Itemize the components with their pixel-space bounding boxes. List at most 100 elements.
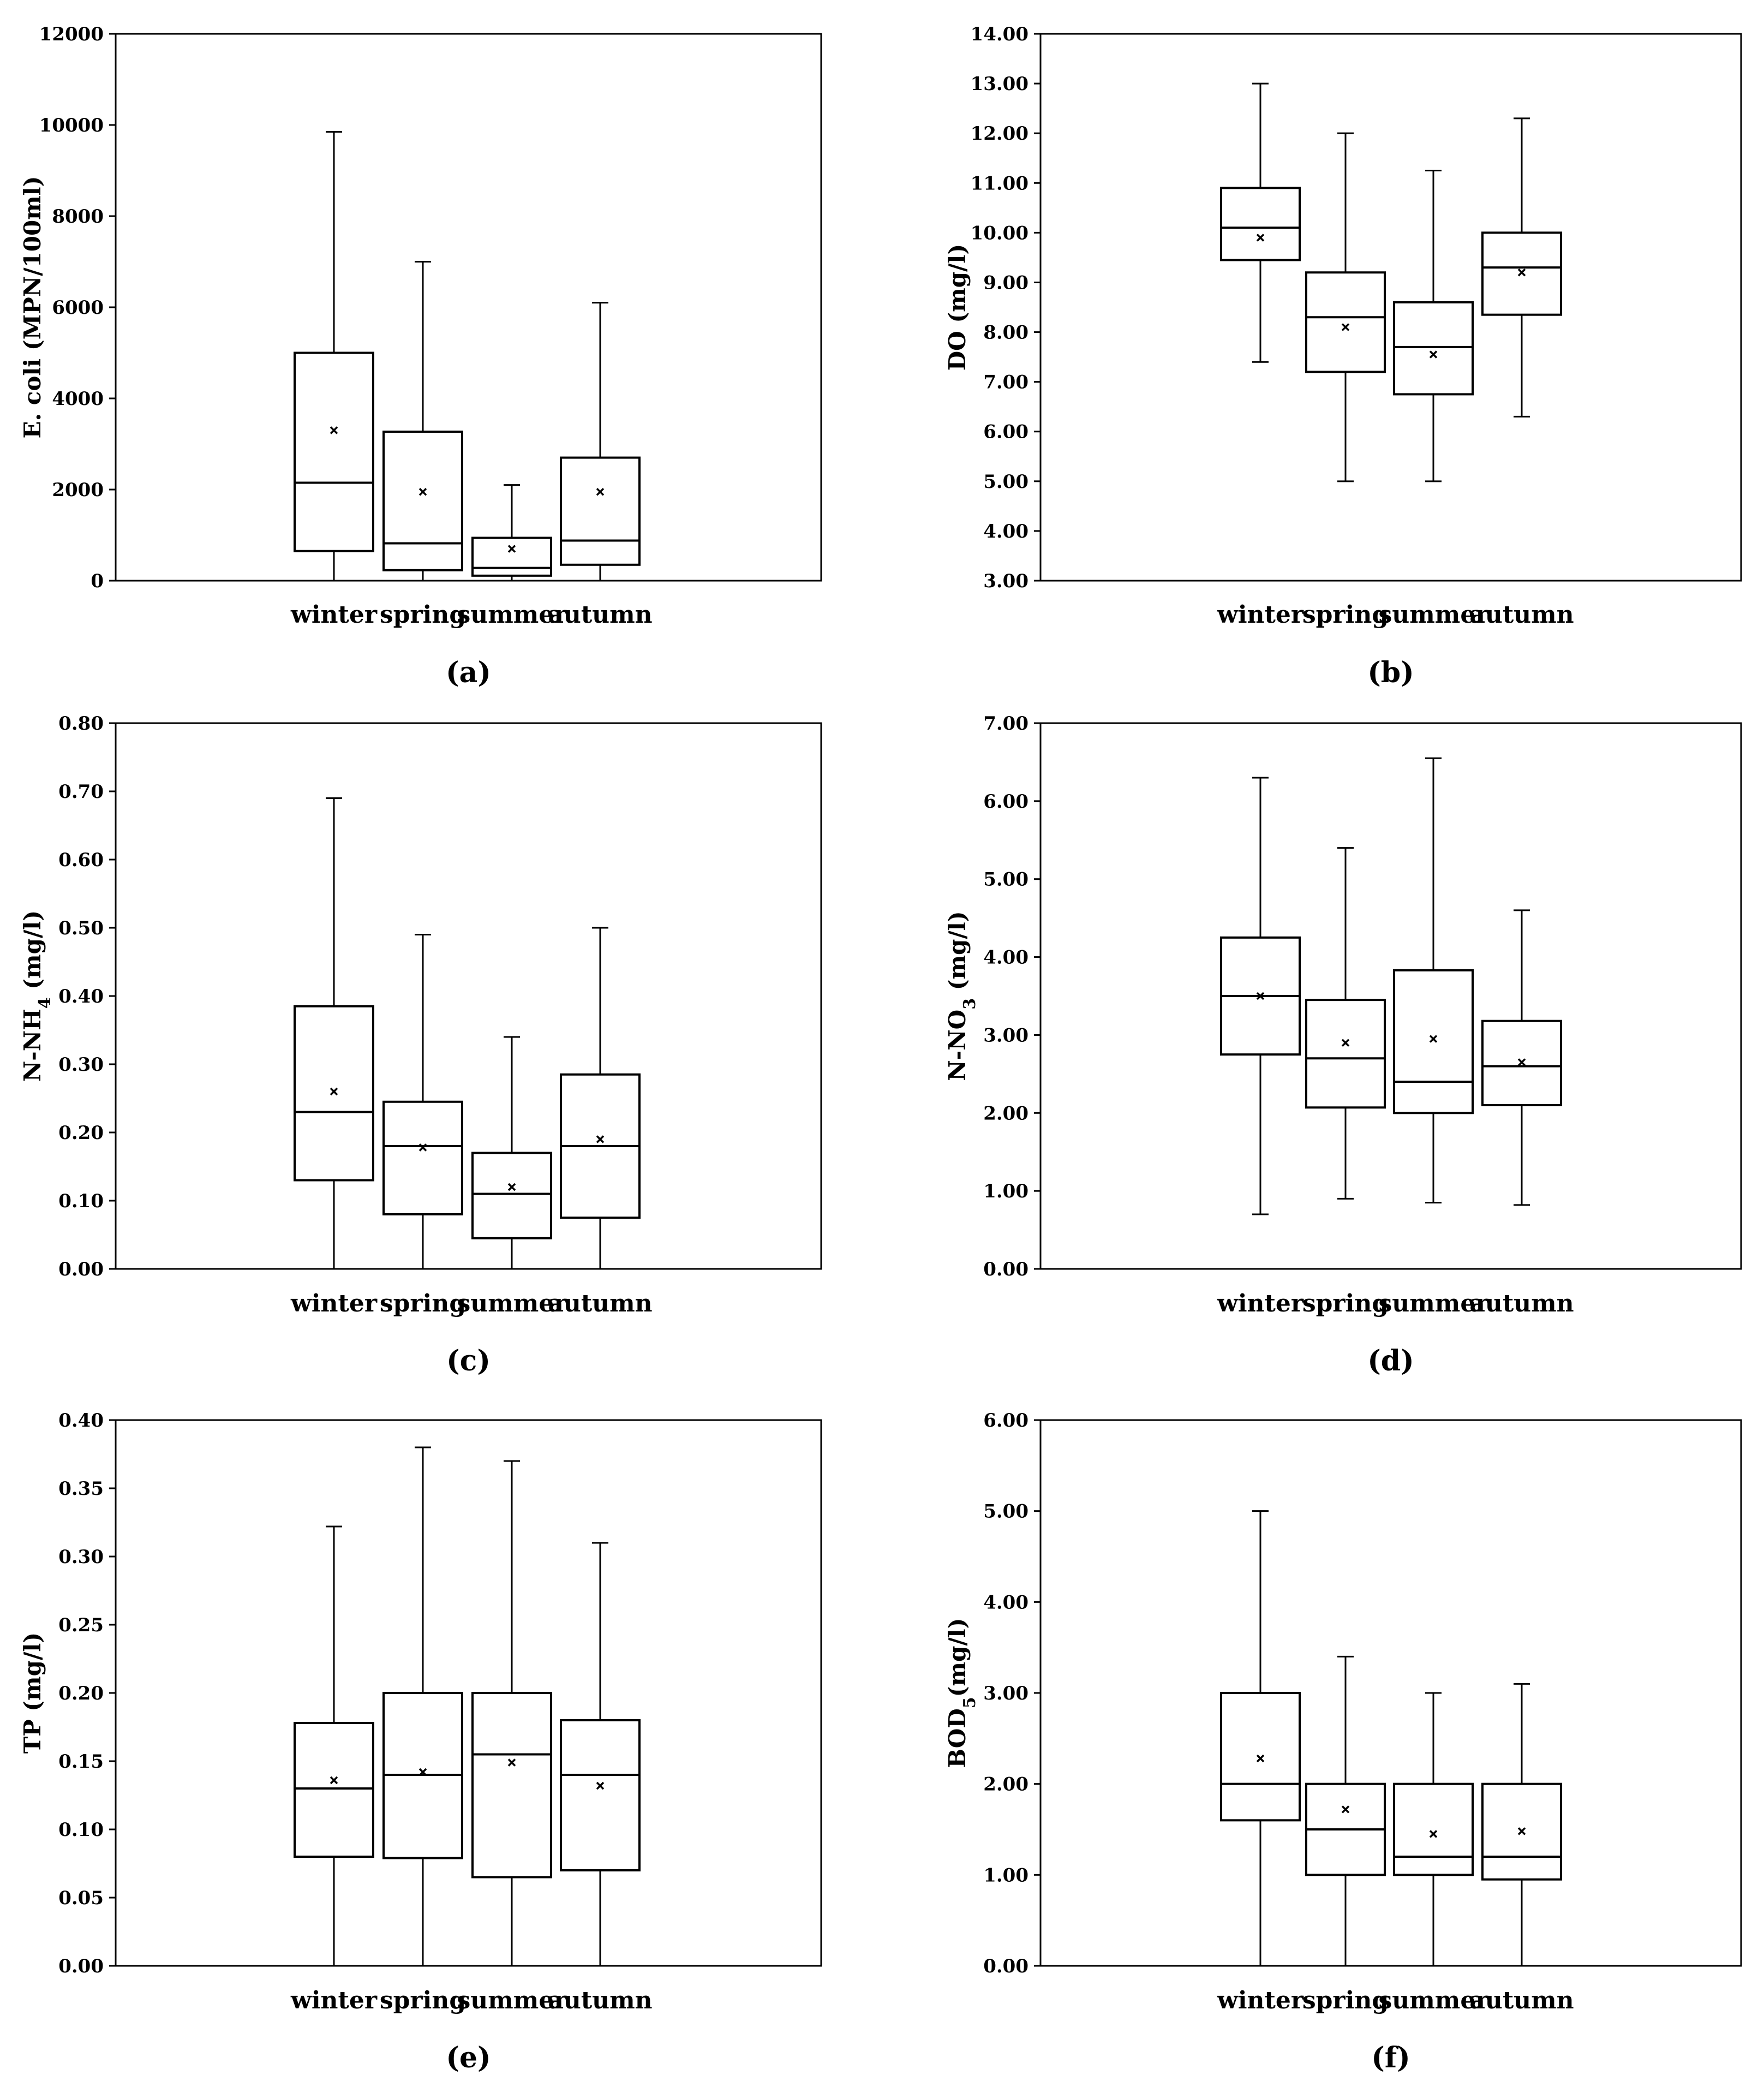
box-iqr <box>560 1719 641 1871</box>
chart-panel-4: 0.00 1.00 2.00 3.00 4.00 5.00 6.00 7.00 N-NO3 (m… <box>944 713 1742 1378</box>
box-iqr <box>1220 1692 1301 1822</box>
box-winter <box>1220 777 1301 1215</box>
y-tick-label: 7.00 <box>983 372 1028 393</box>
category-label-summer: summer <box>457 601 567 629</box>
category-label-spring: spring <box>380 601 466 629</box>
box-autumn <box>560 302 641 582</box>
plot-frame <box>115 33 822 582</box>
y-axis-title: DO (mg/l) <box>944 244 971 371</box>
mean-marker <box>507 1183 516 1191</box>
y-tick-label: 14.00 <box>971 23 1028 45</box>
mean-marker <box>507 545 516 553</box>
y-tick-label: 0.20 <box>58 1683 104 1704</box>
box-summer <box>471 1036 552 1270</box>
y-tick-label: 8.00 <box>983 322 1028 344</box>
y-axis-title: TP (mg/l) <box>19 1632 46 1754</box>
box-summer <box>1393 757 1474 1204</box>
y-tick-label: 5.00 <box>983 471 1028 493</box>
y-axis-title: BOD5(mg/l) <box>944 1618 979 1768</box>
box-summer <box>1393 170 1474 482</box>
plot-frame <box>1039 722 1742 1270</box>
y-axis-title: N-NH4 (mg/l) <box>19 910 55 1082</box>
y-tick-label: 5.00 <box>983 869 1028 891</box>
category-label-autumn: autumn <box>548 1987 652 2014</box>
mean-marker <box>330 1087 338 1096</box>
y-tick-label: 10000 <box>39 115 104 136</box>
category-label-winter: winter <box>1217 601 1304 629</box>
box-spring <box>1305 132 1386 482</box>
panel-label: (b) <box>1367 656 1414 689</box>
y-tick-label: 6.00 <box>983 791 1028 813</box>
mean-marker <box>418 1143 427 1152</box>
y-tick-label: 0.70 <box>58 781 104 803</box>
y-tick-label: 0.20 <box>58 1122 104 1144</box>
box-iqr <box>382 1100 463 1215</box>
mean-marker <box>330 426 338 434</box>
panel-label: (f) <box>1371 2041 1410 2074</box>
mean-marker <box>1256 234 1265 242</box>
y-tick-label: 0.05 <box>58 1887 104 1909</box>
box-spring <box>382 1446 463 1967</box>
mean-marker <box>1429 350 1438 359</box>
category-label-autumn: autumn <box>548 1290 652 1317</box>
box-spring <box>1305 1655 1386 1967</box>
plot-frame <box>115 722 822 1270</box>
panel-label: (c) <box>446 1344 491 1378</box>
box-iqr <box>294 1722 374 1858</box>
category-label-winter: winter <box>1217 1987 1304 2014</box>
category-label-spring: spring <box>1302 601 1389 629</box>
mean-marker <box>596 487 605 496</box>
y-tick-label: 0.00 <box>983 1259 1028 1280</box>
box-iqr <box>1393 1782 1474 1876</box>
box-autumn <box>1481 117 1562 418</box>
mean-marker <box>1256 992 1265 1000</box>
y-tick-label: 10.00 <box>971 222 1028 244</box>
box-winter <box>1220 82 1301 363</box>
box-summer <box>1393 1692 1474 1967</box>
panel-label: (d) <box>1367 1344 1414 1378</box>
box-spring <box>382 934 463 1270</box>
mean-marker <box>1429 1035 1438 1043</box>
box-iqr <box>294 351 374 552</box>
category-label-spring: spring <box>1302 1987 1389 2014</box>
y-tick-label: 0.10 <box>58 1819 104 1841</box>
chart-panel-5: 0.00 0.05 0.10 0.15 0.20 0.25 0.30 0.35 0.40 TP (… <box>19 1410 822 2074</box>
y-tick-label: 0.80 <box>58 713 104 735</box>
category-label-summer: summer <box>1378 1987 1488 2014</box>
y-tick-label: 8000 <box>52 206 104 228</box>
box-spring <box>1305 847 1386 1200</box>
category-label-winter: winter <box>290 1290 378 1317</box>
box-winter <box>294 797 374 1270</box>
plot-frame <box>115 1419 822 1967</box>
plot-frame <box>1039 1419 1742 1967</box>
box-winter <box>1220 1510 1301 1967</box>
y-tick-label: 2000 <box>52 479 104 501</box>
chart-panel-6: 0.00 1.00 2.00 3.00 4.00 5.00 6.00 BOD5(mg/l) wi… <box>944 1410 1742 2074</box>
y-tick-label: 0.00 <box>983 1955 1028 1977</box>
y-tick-label: 11.00 <box>971 172 1028 194</box>
category-label-summer: summer <box>457 1987 567 2014</box>
mean-marker <box>1341 1039 1350 1047</box>
y-tick-label: 1.00 <box>983 1864 1028 1886</box>
category-label-winter: winter <box>1217 1290 1304 1317</box>
category-label-summer: summer <box>1378 601 1488 629</box>
y-tick-label: 12.00 <box>971 123 1028 145</box>
category-label-spring: spring <box>380 1987 466 2014</box>
category-label-winter: winter <box>290 1987 378 2014</box>
box-autumn <box>1481 909 1562 1206</box>
box-winter <box>294 131 374 582</box>
y-tick-label: 1.00 <box>983 1180 1028 1202</box>
category-label-autumn: autumn <box>1469 601 1574 629</box>
box-iqr <box>382 430 463 571</box>
y-tick-label: 0.30 <box>58 1054 104 1076</box>
y-tick-label: 4000 <box>52 388 104 410</box>
y-tick-label: 0.15 <box>58 1751 104 1773</box>
mean-marker <box>596 1781 605 1790</box>
y-tick-label: 3.00 <box>983 1024 1028 1046</box>
category-label-autumn: autumn <box>548 601 652 629</box>
mean-marker <box>1341 323 1350 331</box>
box-winter <box>294 1525 374 1967</box>
category-label-spring: spring <box>380 1290 466 1317</box>
category-label-winter: winter <box>290 601 378 629</box>
box-iqr <box>471 1692 552 1879</box>
